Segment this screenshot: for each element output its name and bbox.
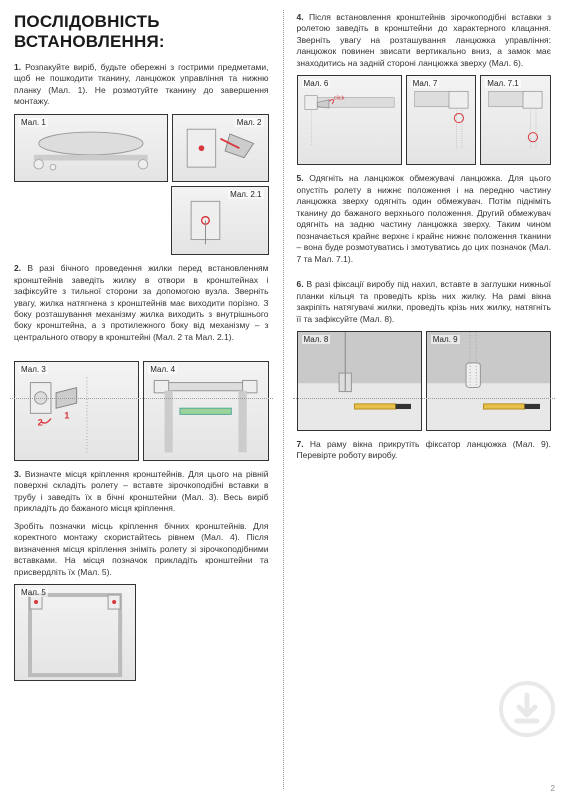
watermark-icon [497, 679, 557, 739]
figure-3-label: Мал. 3 [19, 365, 48, 374]
step-4-block: 4. Після встановлення кронштейнів зірочк… [297, 12, 552, 165]
horizontal-divider-left [10, 398, 273, 399]
horizontal-divider-right [293, 398, 556, 399]
figure-7: Мал. 7 [406, 75, 477, 165]
figure-5-label: Мал. 5 [19, 588, 48, 597]
step-5-block: 5. Одягніть на ланцюжок обмежувачі ланцю… [297, 173, 552, 265]
step-1-body: Розпакуйте виріб, будьте обережні з гост… [14, 62, 269, 106]
figure-7-1: Мал. 7.1 [480, 75, 551, 165]
step-4-body: Після встановлення кронштейнів зірочкопо… [297, 12, 552, 68]
figure-2-label: Мал. 2 [235, 118, 264, 127]
figure-7-1-label: Мал. 7.1 [485, 79, 520, 88]
step-3-block: Мал. 3 2 1 Мал. 4 [14, 361, 269, 681]
figure-6-label: Мал. 6 [302, 79, 331, 88]
figure-4: Мал. 4 [143, 361, 268, 461]
step-5-text: 5. Одягніть на ланцюжок обмежувачі ланцю… [297, 173, 552, 265]
figure-9-label: Мал. 9 [431, 335, 460, 344]
vertical-divider [283, 10, 284, 789]
step-6-block: 6. В разі фіксації виробу під нахил, вст… [297, 279, 552, 430]
svg-text:1: 1 [64, 411, 69, 421]
step-1-text: 1. Розпакуйте виріб, будьте обережні з г… [14, 62, 269, 108]
step-2-text: 2. В разі бічного проведення жилки перед… [14, 263, 269, 343]
step-6-body: В разі фіксації виробу під нахил, вставт… [297, 279, 552, 323]
figure-2: Мал. 2 [172, 114, 269, 182]
figure-5: Мал. 5 [14, 584, 136, 681]
figure-8-label: Мал. 8 [302, 335, 331, 344]
step-7-block: 7. На раму вікна прикрутіть фіксатор лан… [297, 439, 552, 462]
step-2-block: 2. В разі бічного проведення жилки перед… [14, 263, 269, 343]
figure-1-label: Мал. 1 [19, 118, 48, 127]
left-column: ПОСЛІДОВНІСТЬ ВСТАНОВЛЕННЯ: 1. Розпакуйт… [0, 0, 283, 799]
figure-9: Мал. 9 [426, 331, 551, 431]
click-label: click [333, 96, 344, 102]
step-2-body: В разі бічного проведення жилки перед вс… [14, 263, 269, 342]
figure-2-1-label: Мал. 2.1 [228, 190, 263, 199]
step-4-text: 4. Після встановлення кронштейнів зірочк… [297, 12, 552, 69]
step-6-text: 6. В разі фіксації виробу під нахил, вст… [297, 279, 552, 325]
step-7-body: На раму вікна прикрутіть фіксатор ланцюж… [297, 439, 551, 460]
step-3b-text: Зробіть позначки місць кріплення бічних … [14, 521, 269, 578]
step-7-text: 7. На раму вікна прикрутіть фіксатор лан… [297, 439, 552, 462]
step-3a-text: 3. Визначте місця кріплення кронштейнів.… [14, 469, 269, 515]
step-5-body: Одягніть на ланцюжок обмежувачі ланцюжка… [297, 173, 552, 263]
figure-3: Мал. 3 2 1 [14, 361, 139, 461]
step-1-block: 1. Розпакуйте виріб, будьте обережні з г… [14, 62, 269, 255]
figure-4-label: Мал. 4 [148, 365, 177, 374]
step-3a-body: Визначте місця кріплення кронштейнів. Дл… [14, 469, 269, 513]
figure-7-label: Мал. 7 [411, 79, 440, 88]
figure-2-1: Мал. 2.1 [171, 186, 269, 255]
right-column: 4. Після встановлення кронштейнів зірочк… [283, 0, 565, 799]
figure-6: Мал. 6 click [297, 75, 402, 165]
figure-8: Мал. 8 [297, 331, 422, 431]
figure-1: Мал. 1 [14, 114, 168, 182]
page-title: ПОСЛІДОВНІСТЬ ВСТАНОВЛЕННЯ: [14, 12, 269, 52]
page-number: 2 [551, 784, 555, 793]
